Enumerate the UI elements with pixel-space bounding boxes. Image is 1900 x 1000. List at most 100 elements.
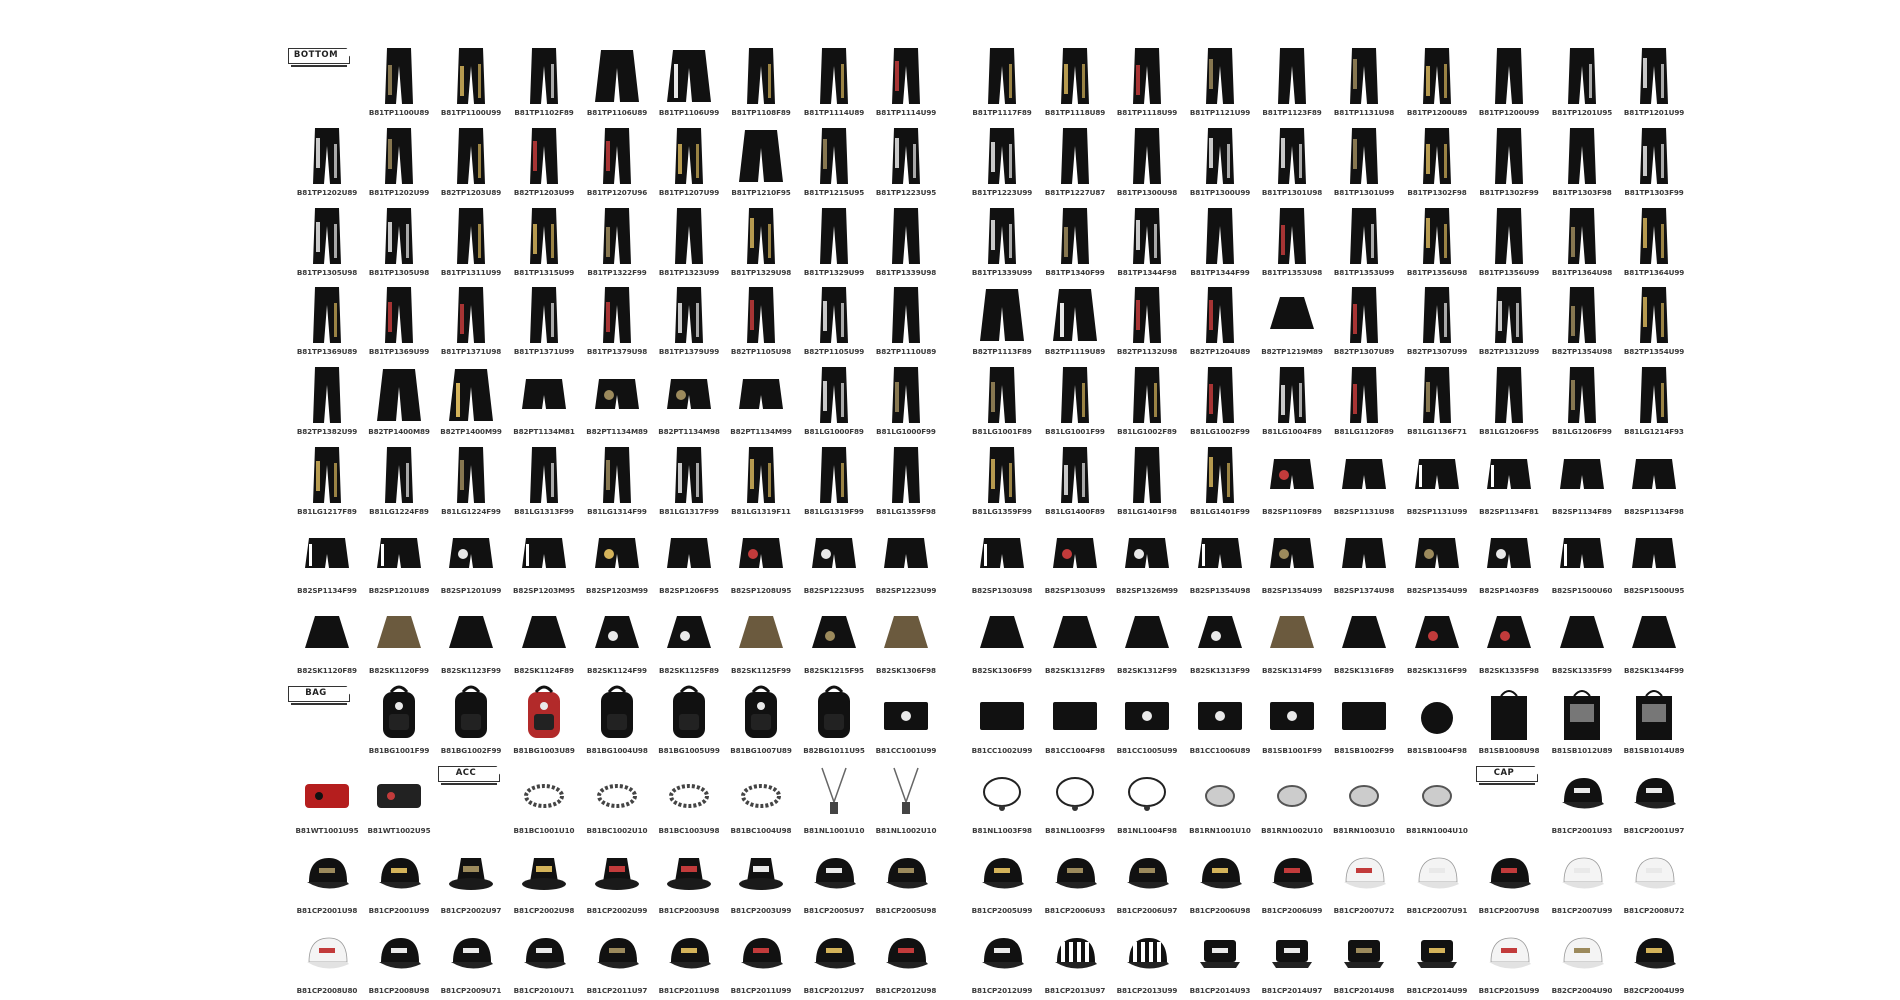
product-item[interactable]: B81LG1000F89: [797, 361, 871, 441]
product-item[interactable]: B81TP1106U99: [652, 42, 726, 122]
product-item[interactable]: B81BG1007U89: [724, 680, 798, 760]
product-item[interactable]: B82SP1203M99: [580, 520, 654, 600]
product-item[interactable]: B82SP1403F89: [1472, 520, 1546, 600]
product-item[interactable]: B82TP1307U99: [1400, 281, 1474, 361]
product-item[interactable]: B81LG1001F89: [965, 361, 1039, 441]
product-item[interactable]: B81CP2008U72: [1617, 840, 1691, 920]
product-item[interactable]: B81TP1311U99: [434, 202, 508, 282]
product-item[interactable]: B81TP1301U99: [1327, 122, 1401, 202]
product-item[interactable]: B81NL1003F98: [965, 760, 1039, 840]
product-item[interactable]: B81TP1121U99: [1183, 42, 1257, 122]
product-item[interactable]: B82SP1208U95: [724, 520, 798, 600]
product-item[interactable]: B82TP1204U89: [1183, 281, 1257, 361]
product-item[interactable]: B82TP1307U89: [1327, 281, 1401, 361]
product-item[interactable]: B81CP2007U98: [1472, 840, 1546, 920]
product-item[interactable]: B81LG1206F99: [1545, 361, 1619, 441]
product-item[interactable]: B81RN1002U10: [1255, 760, 1329, 840]
product-item[interactable]: B81TP1114U89: [797, 42, 871, 122]
product-item[interactable]: B82SP1500U95: [1617, 520, 1691, 600]
product-item[interactable]: B82SK1306F98: [869, 600, 943, 680]
product-item[interactable]: B82TP1203U89: [434, 122, 508, 202]
product-item[interactable]: B81TP1340F99: [1038, 202, 1112, 282]
product-item[interactable]: B81LG1319F11: [724, 441, 798, 521]
product-item[interactable]: B81TP1300U99: [1183, 122, 1257, 202]
product-item[interactable]: B81CP2006U97: [1110, 840, 1184, 920]
product-item[interactable]: B81CP2002U98: [507, 840, 581, 920]
product-item[interactable]: B82SK1125F89: [652, 600, 726, 680]
product-item[interactable]: B82CP2004U99: [1617, 920, 1691, 1000]
product-item[interactable]: B81RN1004U10: [1400, 760, 1474, 840]
product-item[interactable]: B81TP1227U87: [1038, 122, 1112, 202]
product-item[interactable]: B82SP1201U89: [362, 520, 436, 600]
product-item[interactable]: B82SP1354U98: [1183, 520, 1257, 600]
product-item[interactable]: B81CP2005U97: [797, 840, 871, 920]
product-item[interactable]: B81CP2014U97: [1255, 920, 1329, 1000]
product-item[interactable]: B81CP2001U98: [290, 840, 364, 920]
product-item[interactable]: B81TP1118U89: [1038, 42, 1112, 122]
product-item[interactable]: B81TP1353U98: [1255, 202, 1329, 282]
product-item[interactable]: B82TP1119U89: [1038, 281, 1112, 361]
product-item[interactable]: B81LG1314F99: [580, 441, 654, 521]
product-item[interactable]: B81SB1008U98: [1472, 680, 1546, 760]
product-item[interactable]: B81TP1300U98: [1110, 122, 1184, 202]
product-item[interactable]: B82SP1134F99: [290, 520, 364, 600]
product-item[interactable]: B81TP1353U99: [1327, 202, 1401, 282]
product-item[interactable]: B81CP2014U93: [1183, 920, 1257, 1000]
product-item[interactable]: B81TP1315U99: [507, 202, 581, 282]
product-item[interactable]: B81TP1356U98: [1400, 202, 1474, 282]
product-item[interactable]: B81CP2013U97: [1038, 920, 1112, 1000]
product-item[interactable]: B81LG1359F99: [965, 441, 1039, 521]
product-item[interactable]: B82SP1131U98: [1327, 441, 1401, 521]
product-item[interactable]: B81BG1001F99: [362, 680, 436, 760]
product-item[interactable]: B81BC1002U10: [580, 760, 654, 840]
product-item[interactable]: B81NL1004F98: [1110, 760, 1184, 840]
product-item[interactable]: B81LG1401F98: [1110, 441, 1184, 521]
product-item[interactable]: B81CP2012U97: [797, 920, 871, 1000]
product-item[interactable]: B81CP2011U98: [652, 920, 726, 1000]
product-item[interactable]: B82SK1124F99: [580, 600, 654, 680]
product-item[interactable]: B81TP1215U95: [797, 122, 871, 202]
product-item[interactable]: B81LG1001F99: [1038, 361, 1112, 441]
product-item[interactable]: B81TP1364U99: [1617, 202, 1691, 282]
product-item[interactable]: B81BG1005U99: [652, 680, 726, 760]
product-item[interactable]: B82SP1303U98: [965, 520, 1039, 600]
product-item[interactable]: B82SK1313F99: [1183, 600, 1257, 680]
product-item[interactable]: B81CC1002U99: [965, 680, 1039, 760]
product-item[interactable]: B81TP1305U98: [290, 202, 364, 282]
product-item[interactable]: B81CP2006U93: [1038, 840, 1112, 920]
product-item[interactable]: B81LG1217F89: [290, 441, 364, 521]
product-item[interactable]: B81TP1371U99: [507, 281, 581, 361]
product-item[interactable]: B81CP2008U98: [362, 920, 436, 1000]
product-item[interactable]: B81TP1106U89: [580, 42, 654, 122]
product-item[interactable]: B81CP2012U99: [965, 920, 1039, 1000]
product-item[interactable]: B81NL1002U10: [869, 760, 943, 840]
product-item[interactable]: B81TP1356U99: [1472, 202, 1546, 282]
product-item[interactable]: B82SK1123F99: [434, 600, 508, 680]
product-item[interactable]: B81LG1136F71: [1400, 361, 1474, 441]
product-item[interactable]: B81LG1401F99: [1183, 441, 1257, 521]
product-item[interactable]: B81TP1118U99: [1110, 42, 1184, 122]
product-item[interactable]: B81LG1400F89: [1038, 441, 1112, 521]
product-item[interactable]: B81BG1004U98: [580, 680, 654, 760]
product-item[interactable]: B81TP1379U99: [652, 281, 726, 361]
product-item[interactable]: B81LG1206F95: [1472, 361, 1546, 441]
product-item[interactable]: B82SK1344F99: [1617, 600, 1691, 680]
product-item[interactable]: B81TP1302F99: [1472, 122, 1546, 202]
product-item[interactable]: B81CP2003U99: [724, 840, 798, 920]
product-item[interactable]: B81LG1000F99: [869, 361, 943, 441]
product-item[interactable]: B81SB1001F99: [1255, 680, 1329, 760]
product-item[interactable]: B82SK1312F99: [1110, 600, 1184, 680]
product-item[interactable]: B81TP1117F89: [965, 42, 1039, 122]
product-item[interactable]: B82SP1131U99: [1400, 441, 1474, 521]
product-item[interactable]: B81TP1344F98: [1110, 202, 1184, 282]
product-item[interactable]: B82SK1215F95: [797, 600, 871, 680]
product-item[interactable]: B82SP1303U99: [1038, 520, 1112, 600]
product-item[interactable]: B82PT1134M89: [580, 361, 654, 441]
product-item[interactable]: B81LG1002F89: [1110, 361, 1184, 441]
product-item[interactable]: B82SP1500U60: [1545, 520, 1619, 600]
product-item[interactable]: B82SK1124F89: [507, 600, 581, 680]
product-item[interactable]: B81LG1313F99: [507, 441, 581, 521]
product-item[interactable]: B81BG1002F99: [434, 680, 508, 760]
product-item[interactable]: B81CP2010U71: [507, 920, 581, 1000]
product-item[interactable]: B81CC1006U89: [1183, 680, 1257, 760]
